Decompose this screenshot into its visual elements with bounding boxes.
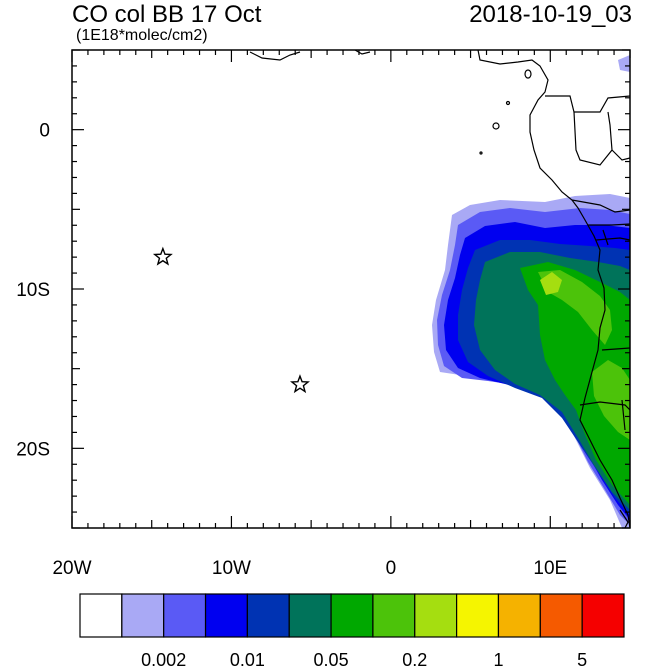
colorbar-label: 5 bbox=[577, 650, 587, 667]
x-tick-label: 10E bbox=[533, 558, 567, 579]
islands bbox=[479, 69, 532, 155]
border-congo bbox=[611, 149, 631, 161]
co-level-yellowgreen bbox=[540, 272, 562, 295]
colorbar-label: 1 bbox=[493, 650, 503, 667]
colorbar-swatch bbox=[246, 593, 290, 638]
x-tick-label: 0 bbox=[386, 558, 397, 579]
x-tick-label: 10W bbox=[212, 558, 251, 579]
map-timestamp: 2018-10-19_03 bbox=[469, 1, 632, 28]
y-tick-label: 0 bbox=[39, 121, 50, 142]
north-coast-fragment bbox=[249, 51, 301, 61]
colorbar-swatch bbox=[79, 593, 123, 638]
x-tick-label: 20W bbox=[52, 558, 91, 579]
axis-tick-labels: 20W 10W 0 10E 0 10S 20S bbox=[16, 121, 567, 579]
border-gabon bbox=[573, 111, 613, 166]
border-angola-north bbox=[571, 199, 631, 213]
colorbar-swatch bbox=[372, 593, 416, 638]
colorbar-label: 0.01 bbox=[230, 650, 265, 667]
island-annobon bbox=[479, 151, 483, 155]
colorbar-swatch bbox=[204, 593, 248, 638]
border-south bbox=[621, 399, 626, 431]
colorbar-swatch bbox=[539, 593, 583, 638]
cape-fragment bbox=[619, 509, 629, 529]
colorbar-labels: 0.002 0.01 0.05 0.2 1 5 bbox=[141, 650, 587, 667]
colorbar-swatch bbox=[581, 593, 625, 638]
border-angola-namibia bbox=[579, 401, 631, 411]
colorbar-label: 0.2 bbox=[402, 650, 427, 667]
colorbar-swatch bbox=[497, 593, 541, 638]
border-inland-2 bbox=[602, 229, 609, 246]
border-inland-3 bbox=[601, 347, 631, 351]
colorbar-swatch bbox=[456, 593, 500, 638]
border-angola-drc bbox=[588, 223, 631, 226]
border-inland-1 bbox=[595, 237, 631, 241]
co-level-light-patch bbox=[618, 55, 630, 72]
star-marker-2 bbox=[290, 374, 310, 394]
colorbar-label: 0.05 bbox=[314, 650, 349, 667]
island-bioko bbox=[524, 69, 532, 79]
colorbar-swatch bbox=[288, 593, 332, 638]
colorbar-swatch bbox=[121, 593, 165, 638]
island-saotome bbox=[492, 122, 500, 130]
axis-ticks bbox=[71, 49, 631, 529]
colorbar-swatch bbox=[414, 593, 458, 638]
co-field bbox=[432, 55, 630, 528]
star-marker-1 bbox=[152, 246, 173, 266]
north-coast-fragment-2 bbox=[354, 49, 371, 55]
coastlines bbox=[249, 49, 631, 529]
colorbar-swatch bbox=[330, 593, 374, 638]
colorbar-label: 0.002 bbox=[141, 650, 186, 667]
colorbar bbox=[79, 593, 625, 638]
co-level-lightgreen-south bbox=[592, 360, 630, 440]
map-markers bbox=[152, 246, 310, 394]
island-principe bbox=[505, 100, 511, 106]
y-tick-label: 10S bbox=[16, 280, 50, 301]
map-title: CO col BB 17 Oct bbox=[72, 1, 262, 28]
colorbar-swatch bbox=[163, 593, 207, 638]
y-tick-label: 20S bbox=[16, 439, 50, 460]
africa-coastline bbox=[477, 49, 631, 529]
border-north bbox=[545, 95, 631, 113]
map-units: (1E18*molec/cm2) bbox=[76, 27, 208, 44]
